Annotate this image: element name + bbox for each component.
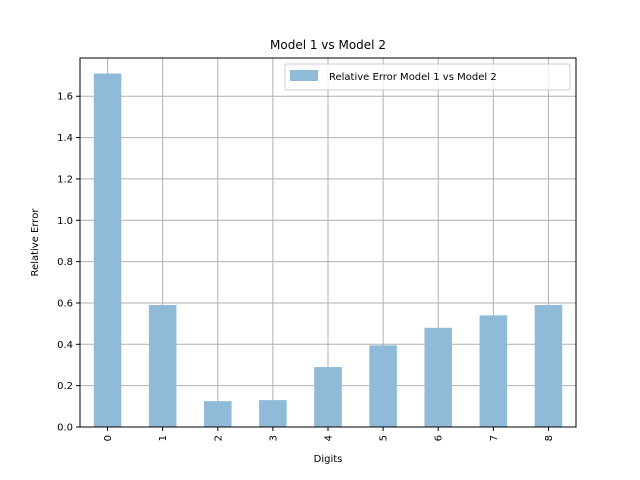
y-tick-label: 1.4 — [57, 133, 73, 144]
x-tick-label: 0 — [103, 435, 114, 441]
y-tick-label: 0.6 — [57, 298, 73, 309]
bar-1 — [148, 305, 177, 427]
x-axis-label: Digits — [314, 454, 343, 465]
x-tick-label: 1 — [158, 435, 169, 441]
y-tick-label: 1.2 — [57, 174, 73, 185]
x-tick-label: 5 — [379, 435, 390, 441]
x-tick-label: 6 — [434, 435, 445, 441]
x-tick-label: 4 — [324, 435, 335, 441]
bars — [93, 73, 563, 427]
bar-8 — [534, 305, 563, 427]
legend-swatch — [290, 70, 318, 81]
legend: Relative Error Model 1 vs Model 2 — [284, 63, 571, 91]
x-tick-label: 7 — [489, 435, 500, 441]
y-tick-label: 0.2 — [57, 381, 73, 392]
bar-4 — [314, 367, 342, 427]
y-tick-label: 0.0 — [57, 423, 73, 434]
bar-3 — [259, 400, 287, 427]
x-tick-label: 8 — [544, 435, 555, 441]
y-tick-label: 0.4 — [57, 340, 73, 351]
bar-7 — [479, 315, 508, 427]
y-tick-label: 1.0 — [57, 216, 73, 227]
bar-5 — [369, 345, 397, 427]
x-axis-ticks: 0 1 2 3 4 5 6 7 8 — [103, 427, 555, 441]
y-tick-label: 0.8 — [57, 257, 73, 268]
chart-title: Model 1 vs Model 2 — [270, 38, 386, 52]
legend-entry: Relative Error Model 1 vs Model 2 — [329, 72, 497, 83]
y-axis-label: Relative Error — [30, 208, 41, 277]
bar-0 — [93, 73, 122, 427]
legend-box — [284, 63, 571, 91]
y-axis-ticks: 0.0 0.2 0.4 0.6 0.8 1.0 1.2 1.4 1.6 — [57, 92, 80, 434]
x-tick-label: 2 — [213, 435, 224, 441]
bar-6 — [424, 327, 452, 427]
bar-2 — [204, 401, 232, 427]
y-tick-label: 1.6 — [57, 92, 73, 103]
x-tick-label: 3 — [268, 435, 279, 441]
